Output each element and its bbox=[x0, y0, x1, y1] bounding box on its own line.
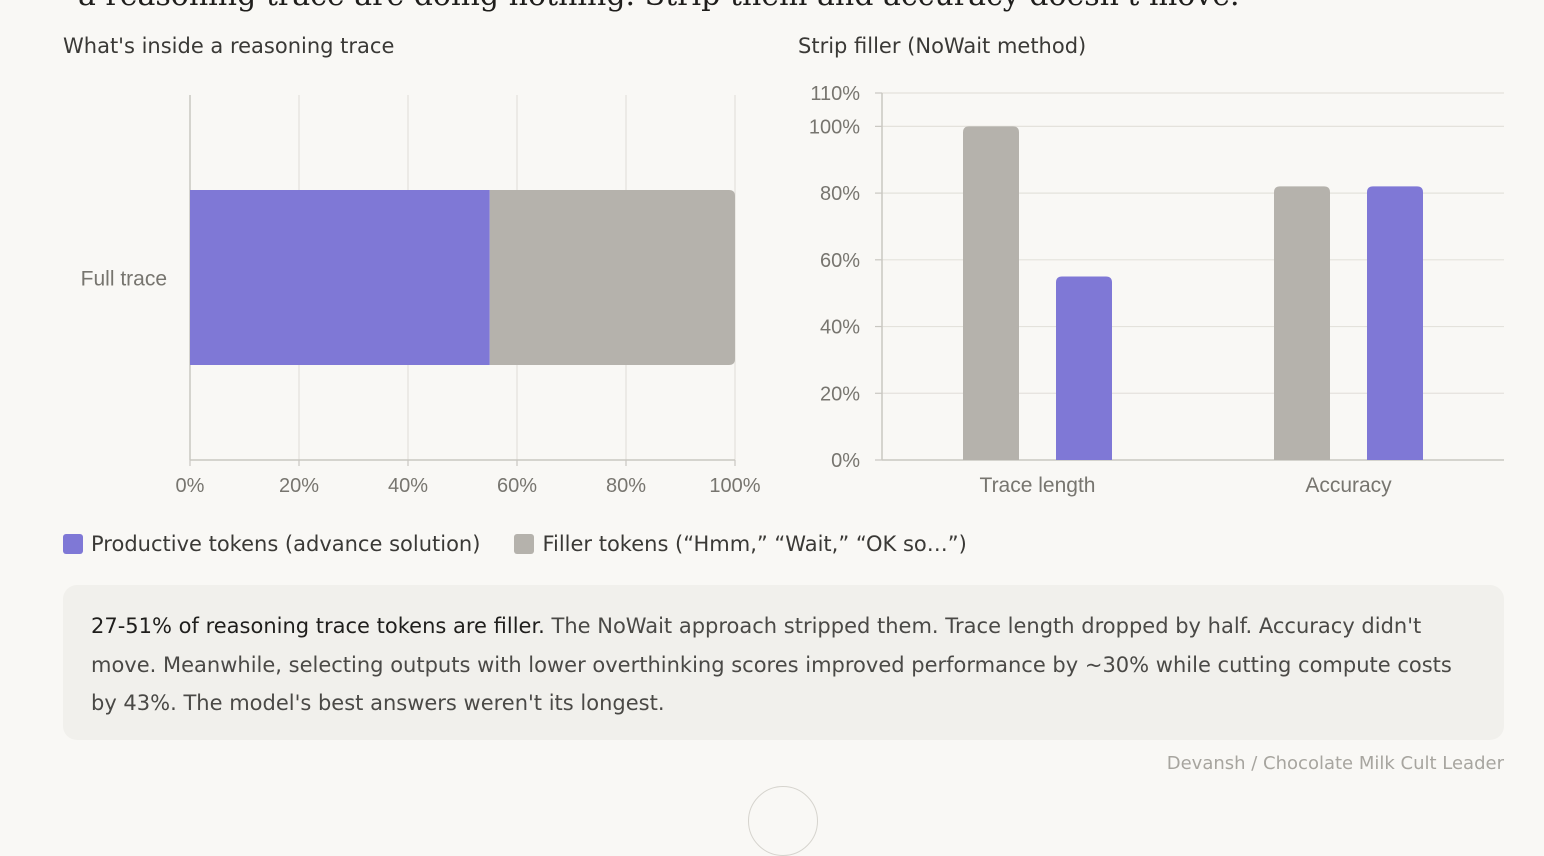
callout-highlight: 27-51% of reasoning trace tokens are fil… bbox=[91, 614, 545, 638]
productive-swatch-icon bbox=[63, 534, 83, 554]
y-tick-label: 20% bbox=[820, 383, 860, 405]
bar-after bbox=[1367, 186, 1423, 460]
strip-filler-chart: 0% 20% 40% 60% 80% 100% 110% Trace length Accura… bbox=[809, 83, 1504, 497]
bar-before bbox=[1274, 186, 1330, 460]
y-tick-label: 60% bbox=[820, 250, 860, 272]
y-tick-label: 0% bbox=[831, 450, 860, 472]
legend-item-productive: Productive tokens (advance solution) bbox=[63, 532, 480, 556]
legend: Productive tokens (advance solution) Fil… bbox=[63, 532, 1001, 556]
category-label: Full trace bbox=[81, 268, 167, 291]
y-tick-label: 100% bbox=[809, 116, 860, 138]
legend-item-filler: Filler tokens (“Hmm,” “Wait,” “OK so…”) bbox=[514, 532, 967, 556]
legend-label-filler: Filler tokens (“Hmm,” “Wait,” “OK so…”) bbox=[542, 532, 967, 556]
filler-swatch-icon bbox=[514, 534, 535, 554]
bar-segment-productive bbox=[190, 190, 490, 365]
bar-before bbox=[963, 126, 1019, 460]
trace-composition-chart: 0% 20% 40% 60% 80% 100% Full trace bbox=[81, 95, 761, 497]
x-tick-label: 0% bbox=[176, 475, 205, 497]
insight-callout: 27-51% of reasoning trace tokens are fil… bbox=[63, 585, 1504, 740]
bar-segment-filler bbox=[489, 190, 735, 365]
x-tick-label: 100% bbox=[709, 475, 760, 497]
callout-body: The NoWait approach stripped them. Trace… bbox=[91, 614, 1452, 715]
category-label: Trace length bbox=[980, 474, 1096, 497]
x-tick-label: 80% bbox=[606, 475, 646, 497]
bar-after bbox=[1056, 276, 1112, 460]
y-tick-label: 40% bbox=[820, 317, 860, 339]
x-tick-label: 20% bbox=[279, 475, 319, 497]
y-tick-label: 80% bbox=[820, 183, 860, 205]
category-label: Accuracy bbox=[1305, 474, 1392, 497]
scroll-circle-icon bbox=[748, 786, 818, 856]
right-chart-title: Strip filler (NoWait method) bbox=[798, 34, 1087, 58]
y-tick-label: 110% bbox=[810, 83, 860, 105]
left-chart-title: What's inside a reasoning trace bbox=[63, 34, 395, 58]
x-tick-label: 60% bbox=[497, 475, 537, 497]
headline-partial: a reasoning trace are doing nothing. Str… bbox=[78, 0, 1240, 13]
x-tick-label: 40% bbox=[388, 475, 428, 497]
legend-label-productive: Productive tokens (advance solution) bbox=[91, 532, 481, 556]
author-credit: Devansh / Chocolate Milk Cult Leader bbox=[1166, 753, 1504, 774]
